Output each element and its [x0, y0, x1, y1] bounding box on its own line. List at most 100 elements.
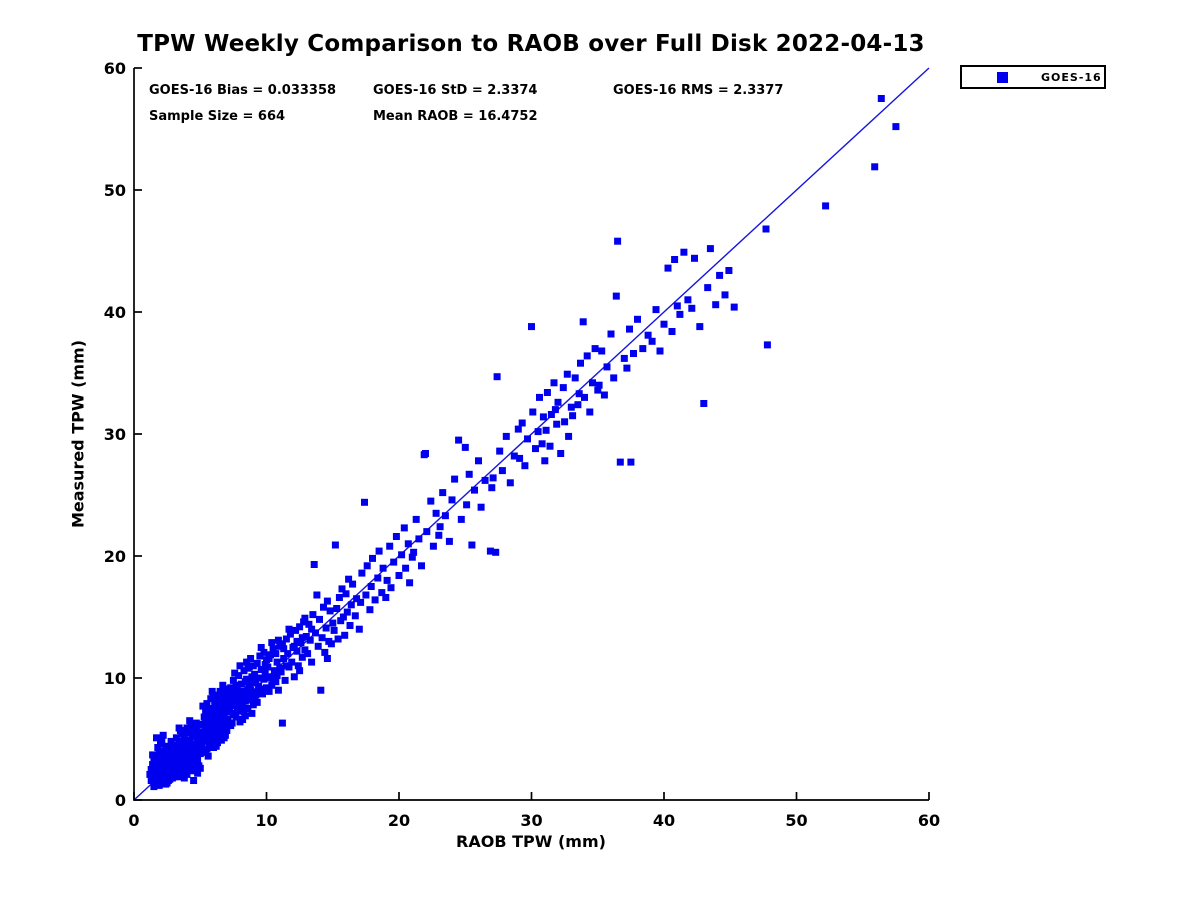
data-point — [256, 652, 264, 660]
data-point — [276, 664, 284, 672]
data-point — [215, 723, 223, 731]
data-point — [274, 636, 282, 644]
data-point — [610, 374, 618, 382]
data-point — [224, 716, 232, 723]
data-point — [684, 296, 692, 304]
data-point — [241, 678, 249, 686]
data-point — [603, 363, 611, 371]
data-point — [220, 734, 228, 742]
data-point — [822, 202, 830, 210]
data-point — [357, 598, 365, 606]
data-point — [333, 605, 341, 612]
data-point — [550, 379, 558, 387]
data-point — [489, 474, 497, 482]
data-point — [536, 393, 543, 401]
data-point — [481, 476, 489, 484]
data-point — [194, 756, 202, 764]
data-point — [159, 731, 167, 739]
data-point — [688, 304, 696, 312]
data-point — [280, 645, 288, 653]
data-point — [664, 264, 672, 272]
data-point — [203, 700, 211, 708]
data-point — [700, 400, 708, 407]
data-point — [353, 595, 361, 603]
data-point — [239, 702, 247, 710]
data-point — [244, 664, 252, 672]
data-point — [408, 553, 416, 561]
data-point — [561, 418, 569, 426]
data-point — [362, 591, 370, 599]
data-point — [296, 667, 304, 675]
data-point — [202, 746, 210, 754]
data-point — [390, 558, 398, 566]
data-point — [493, 373, 501, 381]
data-point — [521, 462, 529, 470]
data-point — [227, 701, 235, 709]
data-point — [198, 742, 206, 750]
data-point — [163, 779, 171, 787]
data-point — [706, 245, 714, 253]
data-point — [195, 762, 203, 770]
data-point — [331, 541, 339, 549]
data-point — [301, 646, 309, 654]
data-point — [241, 712, 249, 720]
data-point — [252, 679, 260, 687]
data-point — [301, 614, 309, 622]
data-point — [486, 547, 494, 555]
data-point — [150, 783, 158, 791]
data-point — [877, 95, 885, 102]
data-point — [186, 717, 194, 725]
data-point — [326, 607, 334, 615]
data-point — [586, 408, 594, 416]
data-point — [215, 735, 223, 743]
data-point — [553, 420, 561, 428]
data-point — [314, 642, 322, 650]
data-point — [595, 381, 603, 389]
data-point — [247, 696, 255, 704]
data-point — [202, 717, 210, 725]
stat-bias: GOES-16 Bias = 0.033358 — [149, 83, 337, 98]
data-point — [532, 445, 539, 453]
data-point — [219, 724, 227, 732]
data-point — [171, 747, 179, 755]
data-point — [294, 662, 302, 670]
data-point — [620, 354, 628, 362]
data-point — [422, 450, 429, 457]
data-point — [229, 695, 237, 703]
data-point — [235, 707, 243, 715]
data-point — [369, 554, 376, 562]
legend: GOES-16 — [960, 65, 1106, 89]
data-point — [253, 698, 261, 706]
data-point — [477, 503, 485, 511]
data-point — [579, 318, 587, 326]
data-point — [198, 720, 206, 728]
data-point — [282, 662, 290, 670]
data-point — [232, 700, 240, 708]
data-point — [192, 725, 200, 733]
data-point — [366, 606, 374, 614]
data-point — [261, 661, 269, 669]
data-point — [451, 475, 459, 483]
data-point — [253, 659, 261, 667]
data-point — [239, 716, 247, 723]
data-point — [418, 562, 425, 570]
data-point — [589, 379, 596, 387]
y-tick-label: 0 — [115, 791, 126, 810]
data-point — [339, 613, 347, 621]
data-point — [763, 341, 771, 349]
data-point — [191, 767, 199, 775]
data-point — [286, 630, 294, 638]
data-point — [623, 364, 631, 372]
data-point — [498, 467, 506, 475]
data-point — [461, 443, 469, 451]
data-point — [676, 310, 684, 318]
data-point — [762, 225, 770, 233]
stat-rms: GOES-16 RMS = 2.3377 — [613, 83, 784, 98]
data-point — [178, 730, 186, 738]
data-point — [147, 766, 155, 773]
data-point — [297, 639, 305, 647]
data-point — [204, 734, 212, 742]
data-point — [327, 640, 335, 648]
data-point — [574, 401, 582, 409]
data-point — [172, 734, 180, 742]
